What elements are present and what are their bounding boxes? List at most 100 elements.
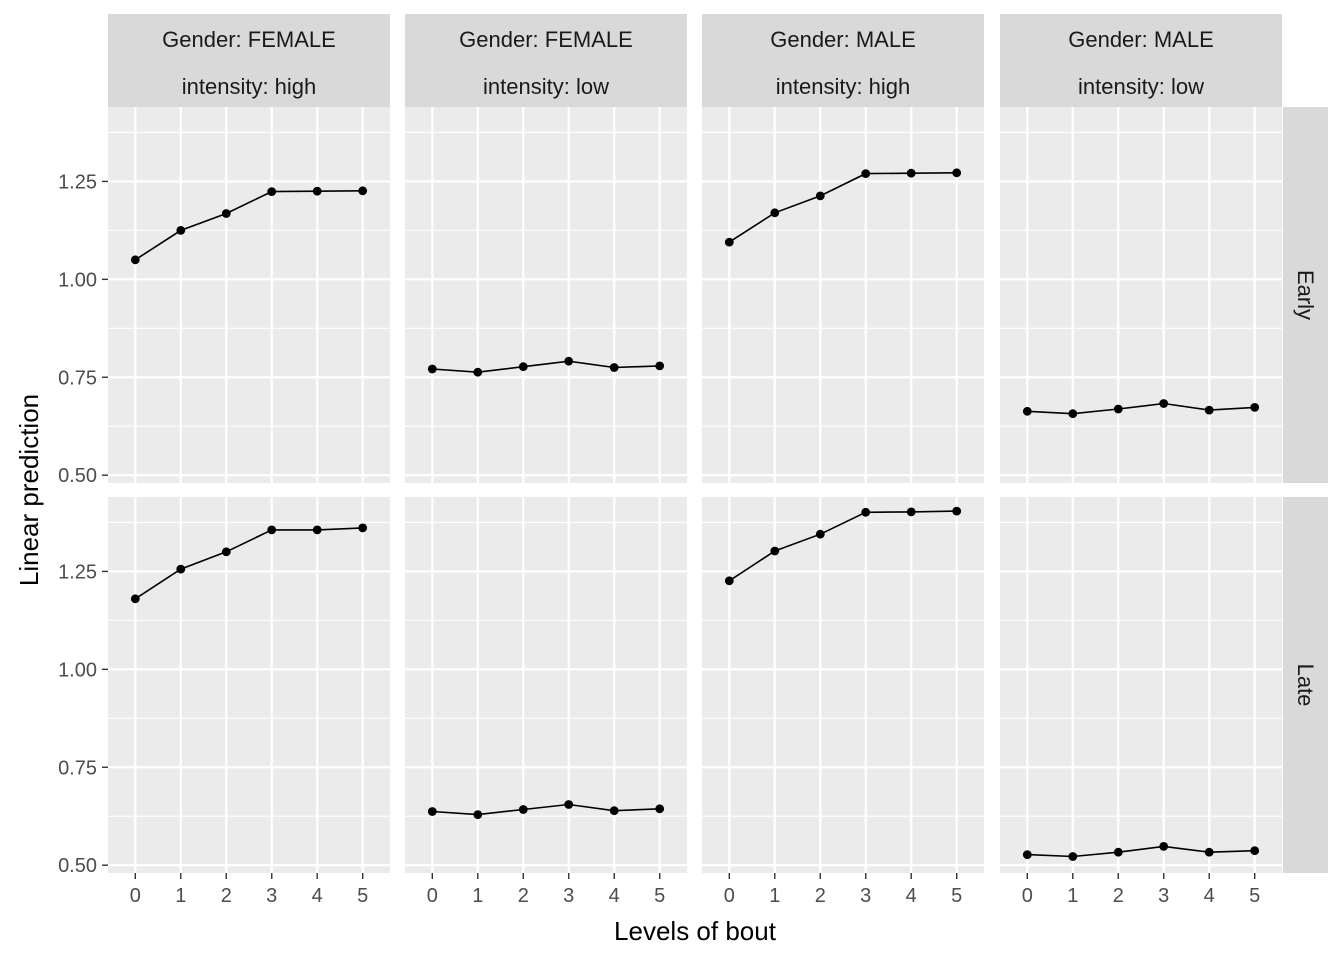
x-tick-label: 1 [1067, 885, 1078, 907]
data-point [952, 168, 961, 177]
data-point [564, 357, 573, 366]
data-point [655, 362, 664, 371]
panel [1000, 497, 1282, 873]
data-point [313, 187, 322, 196]
panel [702, 107, 984, 483]
data-point [1114, 405, 1123, 414]
data-point [1023, 407, 1032, 416]
y-tick-label: 1.00 [58, 269, 97, 291]
x-tick-label: 0 [130, 885, 141, 907]
x-tick-label: 5 [1249, 885, 1260, 907]
panel [108, 497, 390, 873]
data-point [1159, 842, 1168, 851]
data-point [816, 192, 825, 201]
data-point [358, 186, 367, 195]
column-strip: Gender: MALE intensity: low [1000, 14, 1282, 107]
data-point [222, 209, 231, 218]
data-point [1023, 850, 1032, 859]
strip-label: Gender: MALE [770, 27, 916, 52]
x-tick-label: 2 [518, 885, 529, 907]
data-point [131, 255, 140, 264]
data-point [358, 524, 367, 533]
column-strip: Gender: FEMALE intensity: high [108, 14, 390, 107]
strip-label: intensity: low [483, 74, 609, 99]
x-tick-label: 3 [563, 885, 574, 907]
data-point [519, 805, 528, 814]
data-point [907, 169, 916, 178]
y-tick-label: 1.00 [58, 659, 97, 681]
strip-label: Gender: FEMALE [459, 27, 633, 52]
x-tick-label: 4 [609, 885, 620, 907]
data-point [1159, 399, 1168, 408]
data-point [1205, 848, 1214, 857]
data-point [725, 576, 734, 585]
data-point [770, 547, 779, 556]
column-strip: Gender: FEMALE intensity: low [405, 14, 687, 107]
row-strip: Early [1283, 107, 1328, 483]
strip-label: intensity: low [1078, 74, 1204, 99]
data-point [473, 810, 482, 819]
data-point [861, 169, 870, 178]
x-tick-label: 1 [472, 885, 483, 907]
data-point [861, 508, 870, 517]
x-tick-label: 0 [724, 885, 735, 907]
data-point [313, 526, 322, 535]
x-tick-label: 1 [175, 885, 186, 907]
strip-label: intensity: high [182, 74, 317, 99]
x-axis-title: Levels of bout [614, 916, 777, 946]
data-point [725, 238, 734, 247]
panel [1000, 107, 1282, 483]
data-point [655, 804, 664, 813]
row-strip: Late [1283, 497, 1328, 873]
strip-label: Gender: MALE [1068, 27, 1214, 52]
data-point [1068, 852, 1077, 861]
y-tick-label: 0.50 [58, 465, 97, 487]
data-point [1250, 403, 1259, 412]
x-tick-label: 0 [1022, 885, 1033, 907]
panel [702, 497, 984, 873]
x-tick-label: 2 [1113, 885, 1124, 907]
y-tick-label: 0.75 [58, 367, 97, 389]
strip-label: Gender: FEMALE [162, 27, 336, 52]
data-point [1068, 409, 1077, 418]
data-point [610, 806, 619, 815]
data-point [1114, 848, 1123, 857]
data-point [131, 594, 140, 603]
x-tick-label: 2 [221, 885, 232, 907]
y-tick-label: 0.50 [58, 855, 97, 877]
x-tick-label: 2 [815, 885, 826, 907]
y-tick-label: 1.25 [58, 171, 97, 193]
data-point [267, 187, 276, 196]
data-point [519, 362, 528, 371]
column-strip: Gender: MALE intensity: high [702, 14, 984, 107]
data-point [176, 226, 185, 235]
data-point [610, 363, 619, 372]
data-point [1250, 846, 1259, 855]
data-point [907, 508, 916, 517]
x-tick-label: 4 [906, 885, 917, 907]
strip-label: intensity: high [776, 74, 911, 99]
x-tick-label: 5 [951, 885, 962, 907]
data-point [816, 530, 825, 539]
x-tick-label: 1 [769, 885, 780, 907]
data-point [473, 368, 482, 377]
y-axis-title: Linear prediction [14, 394, 44, 586]
strip-label: Early [1293, 270, 1318, 320]
data-point [267, 526, 276, 535]
panel [405, 107, 687, 483]
data-point [176, 565, 185, 574]
x-tick-label: 3 [266, 885, 277, 907]
y-tick-label: 1.25 [58, 561, 97, 583]
data-point [222, 547, 231, 556]
x-tick-label: 4 [312, 885, 323, 907]
data-point [428, 807, 437, 816]
data-point [564, 800, 573, 809]
x-tick-label: 3 [1158, 885, 1169, 907]
data-point [1205, 406, 1214, 415]
strip-label: Late [1293, 664, 1318, 707]
x-tick-label: 3 [860, 885, 871, 907]
x-tick-label: 0 [427, 885, 438, 907]
panel [405, 497, 687, 873]
data-point [428, 365, 437, 374]
